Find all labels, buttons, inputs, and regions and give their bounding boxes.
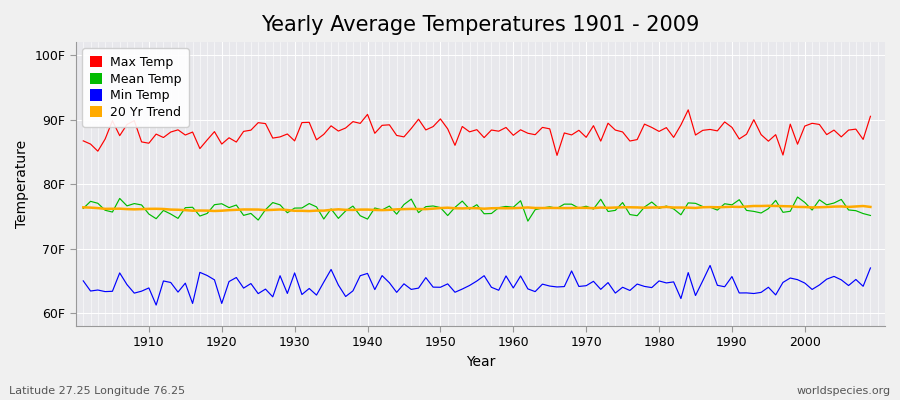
Mean Temp — [523, 219, 534, 224]
Max Temp — [552, 153, 562, 158]
Min Temp — [603, 280, 614, 285]
Max Temp — [508, 133, 518, 138]
Mean Temp — [500, 204, 511, 209]
Min Temp — [304, 286, 315, 291]
Line: Mean Temp: Mean Temp — [84, 197, 870, 221]
Min Temp — [865, 266, 876, 270]
Line: Max Temp: Max Temp — [84, 110, 870, 155]
20 Yr Trend — [763, 204, 774, 208]
20 Yr Trend — [78, 205, 89, 210]
Text: Latitude 27.25 Longitude 76.25: Latitude 27.25 Longitude 76.25 — [9, 386, 185, 396]
Mean Temp — [792, 195, 803, 200]
Max Temp — [340, 126, 351, 130]
Mean Temp — [296, 206, 307, 210]
Max Temp — [603, 121, 614, 126]
Line: 20 Yr Trend: 20 Yr Trend — [84, 206, 870, 211]
20 Yr Trend — [603, 205, 614, 210]
Max Temp — [296, 120, 307, 125]
20 Yr Trend — [347, 208, 358, 212]
Mean Temp — [340, 208, 351, 213]
Title: Yearly Average Temperatures 1901 - 2009: Yearly Average Temperatures 1901 - 2009 — [261, 15, 699, 35]
Mean Temp — [508, 205, 518, 210]
20 Yr Trend — [136, 207, 147, 212]
Y-axis label: Temperature: Temperature — [15, 140, 29, 228]
Max Temp — [865, 114, 876, 119]
Mean Temp — [78, 206, 89, 211]
Line: Min Temp: Min Temp — [84, 266, 870, 305]
Max Temp — [136, 140, 147, 144]
Min Temp — [705, 263, 716, 268]
Text: worldspecies.org: worldspecies.org — [796, 386, 891, 396]
Min Temp — [508, 286, 518, 290]
Max Temp — [683, 108, 694, 112]
Min Temp — [347, 288, 358, 293]
20 Yr Trend — [508, 206, 518, 210]
Mean Temp — [603, 209, 614, 214]
Legend: Max Temp, Mean Temp, Min Temp, 20 Yr Trend: Max Temp, Mean Temp, Min Temp, 20 Yr Tre… — [82, 48, 189, 127]
Min Temp — [136, 289, 147, 294]
Max Temp — [78, 138, 89, 143]
X-axis label: Year: Year — [466, 355, 495, 369]
20 Yr Trend — [865, 204, 876, 209]
Min Temp — [150, 303, 161, 308]
Min Temp — [78, 278, 89, 283]
Max Temp — [500, 125, 511, 130]
20 Yr Trend — [296, 208, 307, 213]
Mean Temp — [136, 202, 147, 207]
Min Temp — [515, 274, 526, 278]
20 Yr Trend — [515, 206, 526, 210]
20 Yr Trend — [304, 209, 315, 214]
Mean Temp — [865, 213, 876, 218]
